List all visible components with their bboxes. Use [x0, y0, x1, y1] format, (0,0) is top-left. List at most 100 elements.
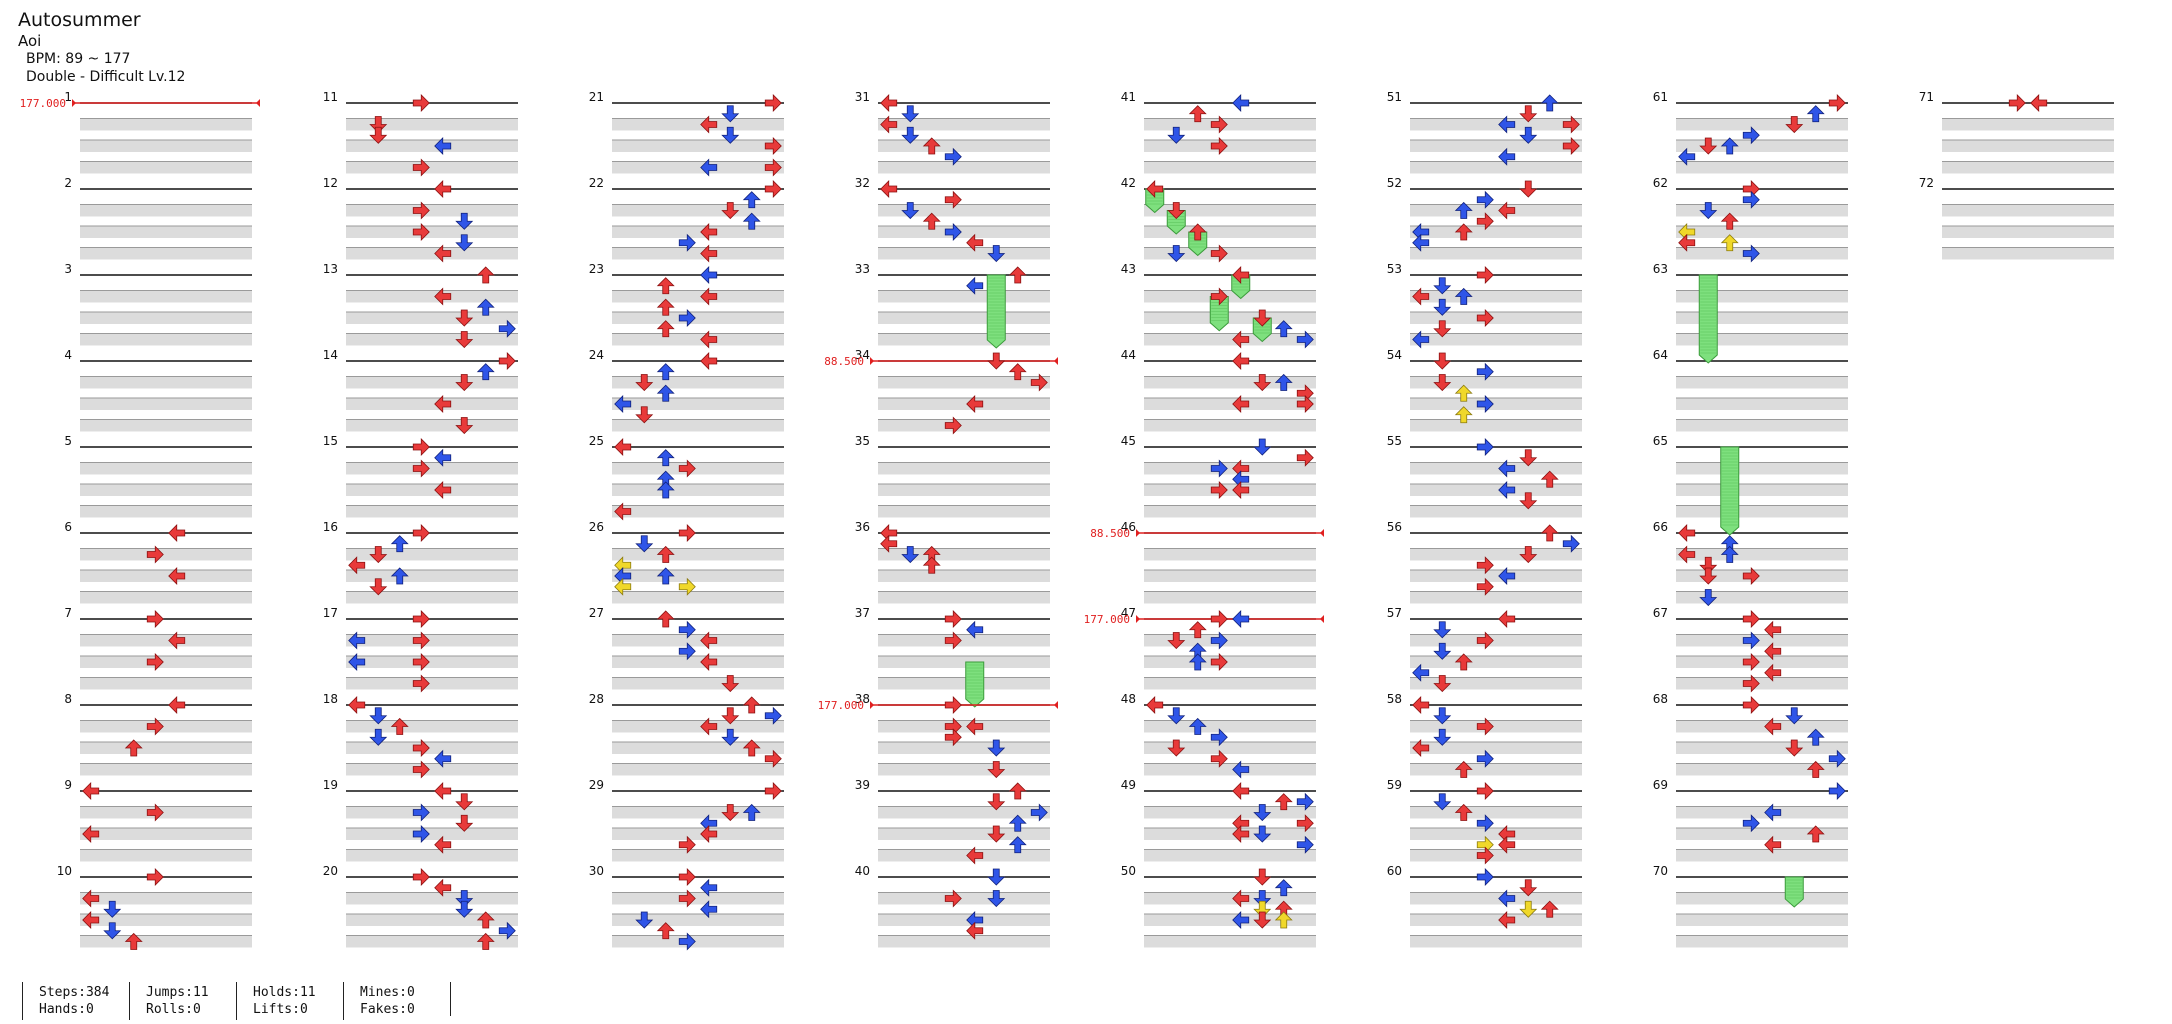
beat-band [612, 806, 784, 819]
arrow-note [1519, 879, 1538, 897]
beat-band [1676, 161, 1848, 174]
measure-number: 11 [323, 90, 338, 104]
beat-band [1410, 763, 1582, 776]
arrow-note [966, 846, 984, 865]
arrow-note [656, 320, 675, 338]
arrow-note [678, 233, 696, 252]
beat-band [878, 204, 1050, 217]
arrow-note [1764, 803, 1782, 822]
beat-band [346, 247, 518, 260]
arrow-note [1699, 137, 1718, 155]
beat-band [878, 333, 1050, 346]
hold-body [965, 661, 985, 708]
arrow-note [1454, 223, 1473, 241]
arrow-note [1274, 373, 1293, 391]
measure-number: 36 [855, 520, 870, 534]
bpm-range: BPM: 89 ~ 177 [26, 51, 131, 67]
arrow-note [2030, 94, 2048, 112]
arrow-note [901, 546, 920, 564]
arrow-note [1232, 825, 1250, 843]
arrow-note [635, 374, 654, 392]
beat-band [80, 763, 252, 776]
arrow-note [1476, 395, 1494, 413]
arrow-note [1454, 803, 1473, 821]
beat-band [612, 763, 784, 776]
arrow-note [1498, 201, 1516, 220]
arrow-note [103, 900, 122, 918]
beat-band [1942, 140, 2114, 152]
beat-band [612, 570, 784, 582]
measure-number: 15 [323, 434, 338, 448]
arrow-note [1188, 105, 1207, 123]
arrow-note [880, 180, 898, 198]
arrow-note [1274, 320, 1293, 338]
arrow-note [966, 620, 984, 639]
arrow-note [1476, 868, 1494, 886]
arrow-note [1188, 717, 1207, 735]
beat-band [1144, 462, 1316, 475]
arrow-note [412, 158, 430, 177]
arrow-note [1476, 212, 1494, 231]
arrow-note [880, 94, 898, 112]
arrow-note [369, 578, 388, 596]
measure-number: 42 [1121, 176, 1136, 190]
beat-band [346, 161, 518, 174]
arrow-note [635, 406, 654, 424]
arrow-note [721, 804, 740, 822]
arrow-note [1476, 266, 1494, 284]
beat-band [80, 398, 252, 410]
arrow-note [1476, 577, 1494, 596]
arrow-note [721, 105, 740, 123]
arrow-note [1433, 320, 1452, 338]
difficulty-label: Double - Difficult Lv.12 [26, 69, 186, 85]
beat-band [346, 849, 518, 862]
arrow-note [1742, 696, 1760, 714]
measure-number: 22 [589, 176, 604, 190]
measure-number: 10 [57, 864, 72, 878]
beat-band [80, 828, 252, 840]
arrow-note [656, 922, 675, 940]
measure-number: 20 [323, 864, 338, 878]
arrow-note [922, 137, 941, 155]
beat-band [1676, 226, 1848, 238]
beat-band [878, 376, 1050, 389]
stats-group-steps: Steps:384 Hands:0 [22, 982, 129, 1020]
arrow-note [476, 932, 495, 950]
arrow-note [1253, 825, 1272, 843]
arrow-note [1433, 728, 1452, 746]
arrow-note [656, 384, 675, 402]
measure-number: 34 [855, 348, 870, 362]
arrow-note [412, 739, 430, 757]
song-header: Autosummer Aoi BPM: 89 ~ 177 Double - Di… [18, 8, 185, 86]
measure-number: 13 [323, 262, 338, 276]
stats-divider [450, 982, 451, 1016]
beat-band [80, 634, 252, 647]
measure-number: 16 [323, 520, 338, 534]
beat-band [80, 204, 252, 217]
arrow-note [944, 416, 962, 435]
beat-band [1410, 161, 1582, 174]
measure-number: 33 [855, 262, 870, 276]
beat-band [346, 914, 518, 926]
arrow-note [1454, 406, 1473, 424]
beat-band [346, 806, 518, 819]
beat-band [878, 548, 1050, 561]
arrow-note [700, 223, 718, 241]
measure-number: 30 [589, 864, 604, 878]
beat-band [612, 161, 784, 174]
arrow-note [1232, 330, 1250, 349]
arrow-note [678, 459, 696, 478]
beat-band [1144, 806, 1316, 819]
arrow-note [498, 352, 516, 370]
arrow-note [966, 276, 984, 295]
bpm-value: 177.000 [20, 97, 66, 110]
arrow-note [476, 363, 495, 381]
arrow-note [1498, 889, 1516, 908]
arrow-note [455, 309, 474, 327]
arrow-note [901, 202, 920, 220]
arrow-note [1476, 556, 1494, 575]
arrow-note [412, 94, 430, 112]
hold-body [986, 274, 1006, 349]
measure-number: 21 [589, 90, 604, 104]
beat-band [1676, 742, 1848, 754]
